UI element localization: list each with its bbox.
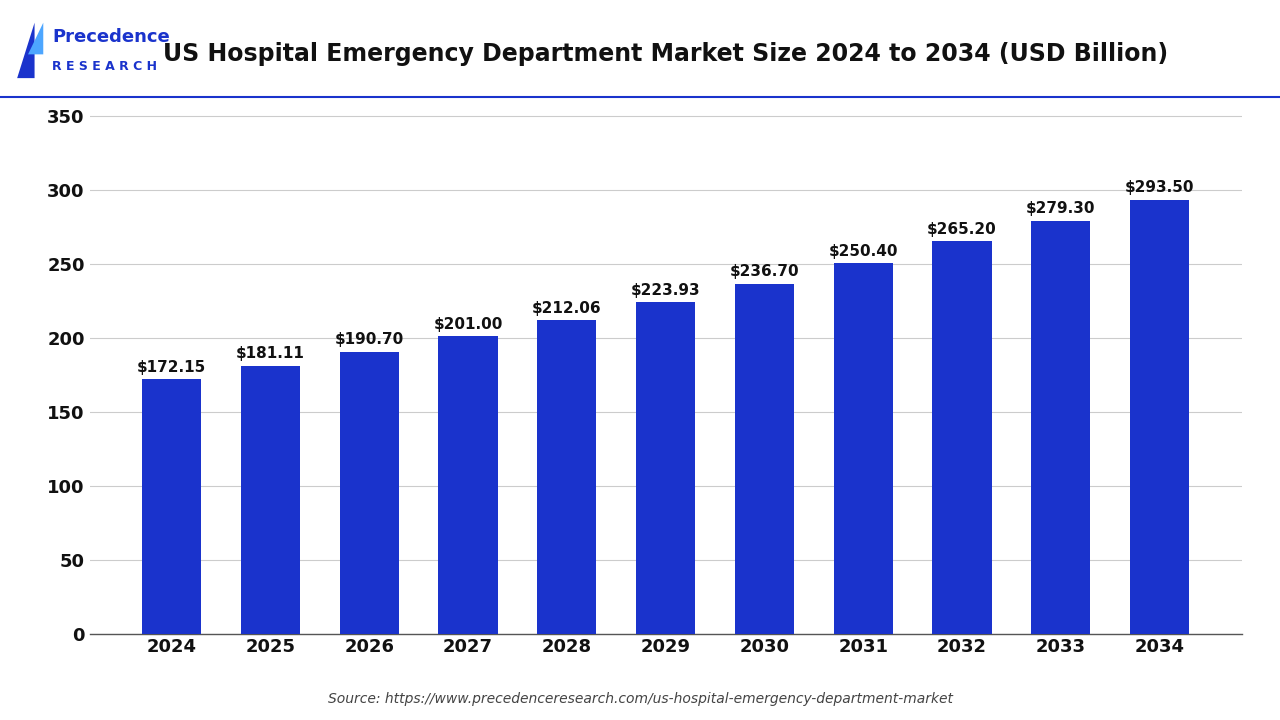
Text: $223.93: $223.93	[631, 283, 700, 298]
Title: US Hospital Emergency Department Market Size 2024 to 2034 (USD Billion): US Hospital Emergency Department Market …	[163, 42, 1169, 66]
Text: $201.00: $201.00	[434, 317, 503, 332]
Polygon shape	[28, 22, 44, 55]
Bar	[142, 379, 201, 634]
Bar	[1130, 199, 1189, 634]
Text: $293.50: $293.50	[1125, 180, 1194, 195]
Bar	[932, 241, 992, 634]
Text: R E S E A R C H: R E S E A R C H	[52, 60, 157, 73]
Text: $181.11: $181.11	[236, 346, 305, 361]
Bar	[735, 284, 794, 634]
Bar	[833, 264, 893, 634]
Bar	[636, 302, 695, 634]
Bar	[1032, 220, 1091, 634]
Text: $250.40: $250.40	[828, 244, 899, 259]
Text: $172.15: $172.15	[137, 359, 206, 374]
Text: $190.70: $190.70	[334, 332, 403, 347]
Text: $236.70: $236.70	[730, 264, 799, 279]
Bar	[538, 320, 596, 634]
Text: $212.06: $212.06	[532, 300, 602, 315]
Text: $265.20: $265.20	[927, 222, 997, 237]
Polygon shape	[17, 22, 35, 78]
Bar	[339, 351, 399, 634]
Bar	[438, 336, 498, 634]
Bar	[241, 366, 300, 634]
Text: $279.30: $279.30	[1027, 201, 1096, 216]
Text: Precedence: Precedence	[52, 28, 170, 46]
Text: Source: https://www.precedenceresearch.com/us-hospital-emergency-department-mark: Source: https://www.precedenceresearch.c…	[328, 692, 952, 706]
